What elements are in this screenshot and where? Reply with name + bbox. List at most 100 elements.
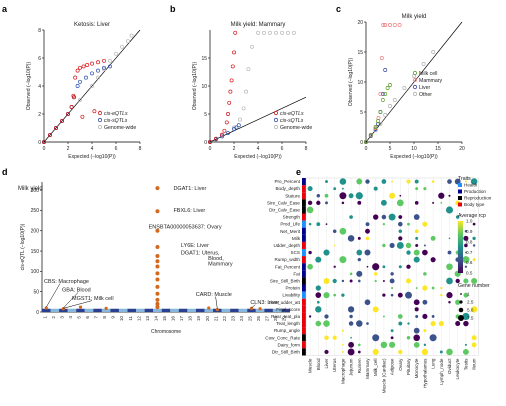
data-point bbox=[250, 44, 254, 49]
chromosome-band bbox=[127, 308, 137, 312]
trait-label: SCS bbox=[291, 250, 300, 255]
trait-tissue-dot bbox=[422, 285, 428, 291]
trait-label: Strength bbox=[283, 215, 301, 220]
trait-tissue-dot bbox=[365, 236, 370, 241]
x-tick-label: 9 bbox=[111, 316, 116, 319]
size-legend-dot bbox=[458, 307, 464, 313]
tissue-label: Muscle (Cardiac) bbox=[381, 358, 386, 393]
tissue-label: Jejunum bbox=[349, 358, 354, 376]
data-point bbox=[96, 75, 100, 80]
trait-tissue-dot bbox=[349, 314, 353, 319]
null-diagonal-line bbox=[209, 96, 307, 143]
data-point bbox=[274, 30, 278, 35]
trait-tissue-dot bbox=[315, 292, 322, 299]
y-tick-label: 8 bbox=[38, 28, 41, 34]
trait-tissue-dot bbox=[446, 348, 453, 356]
trait-tissue-dot bbox=[316, 194, 321, 198]
trait-class-bar bbox=[302, 241, 306, 249]
data-point bbox=[373, 127, 378, 132]
traits-legend-label: Production bbox=[464, 189, 486, 194]
data-point bbox=[246, 67, 251, 72]
qq-plot-milk-yield-mammary: Milk yield: Mammary 0 2 4 6 8 0 5 10 15 Expected (… bbox=[192, 22, 312, 160]
trait-tissue-dot bbox=[374, 279, 377, 283]
trait-tissue-dot bbox=[413, 334, 420, 342]
trait-tissue-dot bbox=[398, 321, 403, 326]
qq-plot-ketosis-liver: Ketosis: Liver 0 2 4 6 8 0 2 4 6 8 Expected (−log10… bbox=[26, 22, 142, 160]
trait-tissue-dot bbox=[341, 187, 344, 190]
trait-tissue-dot bbox=[423, 343, 427, 347]
x-tick-label: 0 bbox=[43, 146, 46, 152]
data-point bbox=[383, 92, 388, 96]
legend-marker bbox=[97, 110, 103, 116]
gene-annotation: MGST1: Milk cell bbox=[72, 296, 114, 302]
data-point bbox=[230, 64, 235, 69]
chromosome-band bbox=[178, 308, 188, 312]
trait-tissue-dot bbox=[347, 348, 355, 356]
data-point bbox=[397, 23, 402, 27]
y-tick-label: 15 bbox=[357, 50, 363, 56]
tissue-label: Ovary bbox=[398, 358, 403, 371]
data-point bbox=[232, 50, 236, 55]
size-legend-dot bbox=[460, 293, 462, 295]
trait-tissue-dot bbox=[446, 263, 453, 271]
y-tick-label: 0 bbox=[36, 310, 39, 316]
data-point bbox=[48, 133, 52, 137]
trait-tissue-dot bbox=[396, 199, 404, 207]
trait-tissue-dot bbox=[462, 312, 470, 321]
significant-hit-point bbox=[155, 259, 160, 264]
chromosome-band bbox=[221, 308, 231, 312]
trait-tissue-dot bbox=[406, 278, 411, 284]
data-point bbox=[392, 98, 397, 102]
trait-tissue-dot bbox=[357, 200, 362, 205]
chromosome-band bbox=[247, 308, 256, 312]
data-point bbox=[69, 105, 74, 109]
qq-plot-milk-yield-tissues: Milk yield 0 5 10 15 20 0 5 10 15 20 Expected (−log… bbox=[348, 14, 465, 160]
rcp-tick-label: 0.9 bbox=[466, 229, 473, 234]
data-point bbox=[102, 67, 106, 72]
trait-tissue-dot bbox=[406, 335, 411, 340]
rcp-tick-label: 1.0 bbox=[466, 219, 473, 224]
trait-tissue-dot bbox=[472, 236, 476, 241]
chromosome-band bbox=[84, 308, 94, 312]
chromosome-band bbox=[144, 308, 154, 312]
panel-letter-d: d bbox=[2, 167, 8, 177]
trait-tissue-dot bbox=[398, 236, 403, 241]
data-point bbox=[373, 125, 378, 129]
y-tick-label: 200 bbox=[31, 229, 40, 235]
trait-tissue-dot bbox=[365, 228, 370, 234]
y-tick-label: 0 bbox=[38, 140, 41, 146]
legend-label: cis-eQTLs bbox=[280, 111, 304, 117]
legend-label: Liver bbox=[419, 85, 431, 91]
trait-tissue-dot bbox=[341, 201, 345, 205]
manhattan-plot-milk-yield: Milk yield 0 50 100 150 200 250 300 cis-eQTL (−l… bbox=[18, 182, 290, 335]
size-legend-title: Gene number bbox=[458, 283, 490, 289]
data-point bbox=[108, 64, 112, 69]
legend-label: cis-sQTLs bbox=[104, 118, 128, 124]
tissue-label: Muscle bbox=[308, 358, 313, 373]
trait-tissue-dot bbox=[315, 285, 321, 291]
data-point bbox=[381, 23, 386, 27]
x-axis-label: Expected (−log10(P)) bbox=[234, 154, 282, 160]
trait-tissue-dot bbox=[423, 329, 427, 333]
trait-class-bar bbox=[302, 263, 306, 271]
trait-tissue-dot bbox=[414, 179, 419, 184]
chromosome-band bbox=[136, 308, 145, 312]
trait-tissue-dot bbox=[440, 293, 443, 297]
trait-tissue-dot bbox=[438, 320, 444, 327]
y-axis-label: cis-eQTL (−log10(P)) bbox=[20, 223, 26, 270]
trait-tissue-dot bbox=[333, 293, 337, 297]
trait-tissue-dot bbox=[332, 229, 337, 234]
x-tick-label: 25 bbox=[248, 316, 253, 322]
y-tick-label: 250 bbox=[31, 208, 40, 214]
trait-tissue-dot bbox=[341, 350, 344, 353]
tissue-label: Testis bbox=[463, 358, 468, 370]
trait-tissue-dot bbox=[405, 291, 412, 299]
data-point bbox=[227, 100, 232, 105]
data-point bbox=[378, 122, 383, 126]
trait-tissue-dot bbox=[413, 341, 420, 348]
trait-tissue-dot bbox=[364, 299, 371, 306]
trait-tissue-dot bbox=[465, 251, 467, 254]
trait-label: Udder_depth bbox=[273, 243, 300, 248]
trait-tissue-dot bbox=[380, 199, 387, 206]
hit-point bbox=[155, 303, 160, 307]
